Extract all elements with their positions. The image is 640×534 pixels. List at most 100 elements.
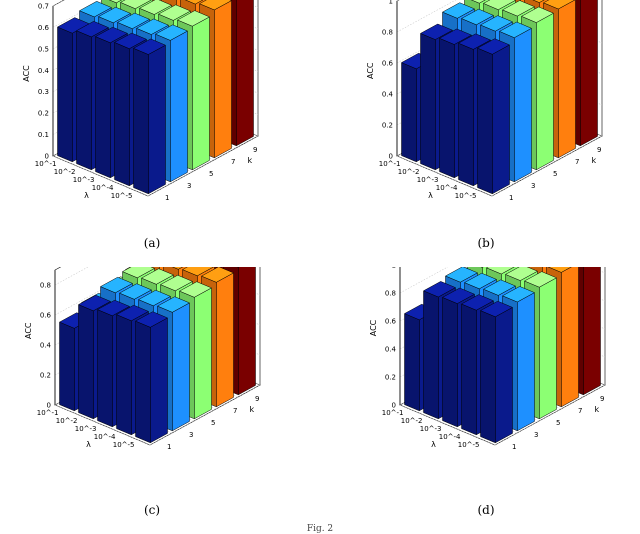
bar-face [132,38,167,55]
bar-face [401,62,417,163]
bar-k1-lambda1 [476,38,511,195]
k-axis-label: k [594,405,599,414]
k-tick-label: 1 [509,194,513,202]
bar-face [583,267,601,396]
z-axis-label: ACC [24,322,33,339]
bar-chart-c: 0 0.2 0.4 0.6 0.8 ACC 10^-510^-410^-310^-210^-… [24,267,261,451]
bar-face [236,0,254,147]
z-tick-label: 0.6 [385,318,397,326]
k-tick-label: 5 [556,419,560,427]
k-axis-label: k [247,156,252,165]
lambda-tick-label: 10^-1 [37,409,59,417]
bar-face [547,267,572,273]
z-tick-label: 0.4 [38,67,50,75]
z-tick-label: 0.6 [382,60,394,68]
z-tick-label: 0.8 [382,29,393,37]
bar-face [461,303,477,436]
bar-face [514,27,532,183]
bar-face [441,287,476,304]
bar-face [78,304,94,420]
bar-face [148,44,166,195]
grid-line [52,155,149,197]
k-tick-label: 3 [534,431,538,439]
panel-b: 0 0.2 0.4 0.6 0.8 1 ACC 10^-5 10^-4 10^-3 10^-2 10^… [320,0,640,267]
bar-k1-lambda1 [134,311,169,444]
k-axis-label: k [249,405,254,414]
z-tick-label: 0.2 [382,122,393,130]
bar-face [460,294,495,311]
bar-face [75,21,110,38]
k-tick-label: 3 [531,182,535,190]
bar-face [157,4,192,21]
bar-k1-lambda1 [132,38,167,195]
panel-caption-b: (b) [477,236,495,250]
bar-face [94,26,129,44]
bar-face [542,0,576,10]
z-tick-label: 1 [392,267,396,270]
bar-face [532,0,545,3]
lambda-tick-label: 10^-1 [379,160,401,168]
bar-face [492,44,510,195]
bar-face [154,24,189,41]
z-tick-label: 0.1 [38,131,49,139]
lambda-tick-label: 10^-4 [439,433,461,441]
bar-face [140,268,175,285]
k-tick-label: 7 [233,407,237,415]
bar-face [438,28,473,45]
bar-face [185,0,204,5]
bar-face [457,33,492,50]
bar-face [121,267,156,279]
bar-face [238,267,256,396]
z-tick-label: 1 [389,0,393,6]
bar-face [159,274,194,292]
bar-face [170,30,188,183]
bar-face [118,283,153,300]
z-axis-label: ACC [22,65,31,82]
k-tick-label: 3 [187,182,191,190]
grid-line [396,155,493,197]
bar-face [172,302,190,432]
z-tick-label: 0.2 [40,372,51,380]
bar-face [178,281,213,298]
lambda-axis-label: λ [86,440,91,449]
bar-face [471,0,486,4]
bar-chart-d: 0 0.2 0.4 0.6 0.8 1 ACC 10^-510^-410^-310^-210^… [369,267,606,451]
z-tick-label: 0 [47,402,51,410]
z-tick-label: 0.6 [40,312,52,320]
bar-face [108,0,122,4]
panel-caption-d: (d) [477,503,495,517]
z-tick-label: 0.2 [38,110,49,118]
bar-face [113,32,148,49]
bar-face [501,286,536,303]
k-tick-label: 7 [231,158,235,166]
bar-face [96,299,131,317]
bar-face [441,2,476,19]
bar-face [536,12,554,171]
k-tick-label: 5 [553,170,557,178]
bar-face [214,0,232,159]
bar-face [133,47,149,195]
bar-chart-b: 0 0.2 0.4 0.6 0.8 1 ACC 10^-510^-410^-310^-210^… [366,0,603,202]
bar-face [479,15,514,32]
z-axis-label: ACC [366,62,375,79]
bar-face [192,16,210,171]
bar-face [404,313,420,412]
bar-face [463,272,498,290]
bar-face [439,37,455,179]
lambda-axis-label: λ [428,191,433,200]
lambda-tick-label: 10^-5 [113,441,135,449]
k-tick-label: 7 [575,158,579,166]
bar-face [200,267,235,283]
bar-face [501,0,536,17]
panel-caption-c: (c) [143,503,161,517]
bar-face [116,314,132,436]
k-tick-label: 3 [189,431,193,439]
bar-face [419,23,454,40]
z-tick-label: 0 [389,153,393,161]
bar-face [517,292,535,432]
grid-line [54,404,151,446]
bar-face [458,42,474,187]
bar-face [135,320,151,444]
bar-face [97,6,132,24]
bar-face [558,0,576,159]
